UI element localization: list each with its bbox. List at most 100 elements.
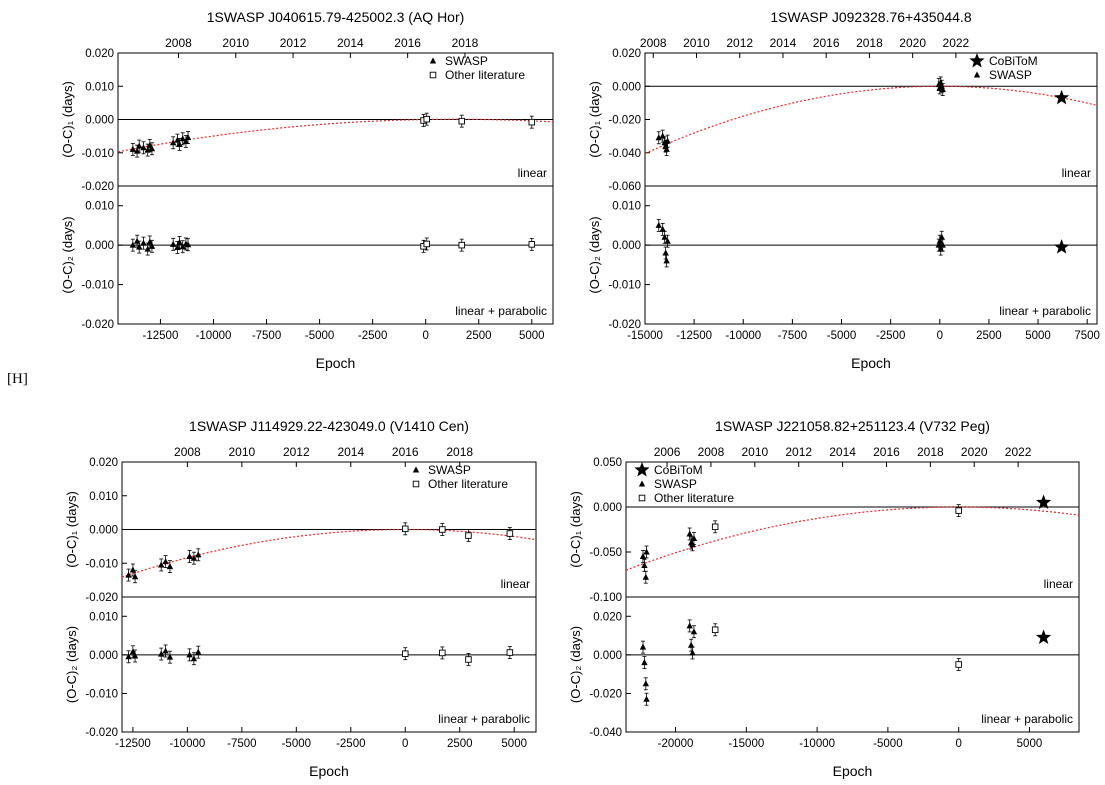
legend-label: Other literature: [445, 68, 525, 82]
top-year-label: 2014: [829, 445, 856, 459]
data-point-other-literature: [465, 656, 472, 663]
data-point-swasp: [664, 237, 671, 244]
y-tick-label: -0.010: [85, 688, 118, 700]
top-year-label: 2016: [394, 36, 421, 50]
y-tick-label: 0.020: [612, 48, 641, 60]
panel-frame: [644, 185, 1098, 325]
x-tick-label: -10000: [196, 330, 232, 342]
y-tick-label: -0.020: [85, 727, 118, 739]
data-point-swasp: [158, 650, 165, 657]
y-tick-label: -0.020: [608, 115, 641, 127]
y-tick-label: -0.020: [85, 592, 118, 604]
data-point-swasp: [140, 239, 147, 246]
top-year-label: 2022: [1005, 445, 1032, 459]
y-tick-label: -0.010: [81, 280, 114, 292]
data-point-swasp: [690, 628, 698, 635]
data-point-swasp: [131, 652, 139, 659]
top-year-label: 2010: [683, 36, 710, 50]
data-point-swasp: [659, 225, 666, 232]
y-tick-label: 0.050: [593, 457, 622, 469]
y-tick-label: 0.020: [593, 611, 622, 623]
data-point-swasp: [186, 651, 193, 658]
data-point-other-literature: [402, 525, 409, 533]
y-tick-label: 0.010: [85, 81, 114, 93]
bottom-panel: -0.020 -0.010 0.000 0.010 (O-C)₂ (days) linea…: [587, 185, 1098, 331]
data-point-swasp: [938, 233, 945, 240]
data-point-other-literature: [711, 523, 719, 531]
data-point-swasp: [174, 136, 181, 143]
bottom-panel: -0.020 -0.010 0.000 0.010 (O-C)₂ (days) linea…: [64, 596, 537, 739]
data-point-swasp: [162, 558, 169, 565]
data-point-swasp: [186, 553, 193, 559]
top-year-label: 2012: [726, 36, 753, 50]
y-tick-label: 0.020: [85, 48, 114, 60]
panel-label: linear: [1062, 166, 1091, 180]
data-point-swasp: [148, 242, 156, 249]
x-tick-label: -5000: [827, 330, 856, 342]
top-year-label: 2014: [770, 36, 797, 50]
y-tick-label: -0.040: [608, 148, 641, 160]
data-point-swasp: [686, 530, 693, 537]
panel-label: linear + parabolic: [455, 304, 547, 318]
chart-title: 1SWASP J114929.22-423049.0 (V1410 Cen): [189, 418, 469, 434]
x-tick-label: -7500: [778, 330, 807, 342]
data-point-other-literature: [423, 115, 430, 123]
y-tick-label: -0.020: [589, 688, 622, 700]
x-tick-label: 5000: [501, 738, 527, 750]
top-panel: -0.020 -0.010 0.000 0.010 0.020 (O-C)₁ (days)…: [64, 457, 537, 604]
data-point-swasp: [146, 238, 154, 245]
y-tick-label: 0.000: [85, 240, 114, 252]
top-year-label: 2010: [741, 445, 768, 459]
data-point-swasp: [166, 653, 174, 660]
x-tick-label: 2500: [976, 330, 1002, 342]
y-tick-label: -0.020: [81, 319, 114, 331]
data-point-other-literature: [711, 626, 719, 634]
data-point-swasp: [190, 554, 198, 561]
x-tick-label: -2500: [876, 330, 905, 342]
legend-label: CoBiToM: [989, 54, 1038, 68]
top-year-label: 2020: [899, 36, 926, 50]
panel-label: linear: [518, 166, 547, 180]
data-point-swasp: [939, 86, 946, 93]
data-point-swasp: [133, 237, 141, 244]
bracket-label: [H]: [7, 371, 28, 387]
top-year-label: 2016: [813, 36, 840, 50]
data-point-other-literature: [458, 117, 466, 125]
data-point-swasp: [195, 648, 202, 655]
x-tick-label: -7500: [227, 738, 256, 750]
top-year-label: 2014: [337, 36, 364, 50]
legend-label: CoBiToM: [654, 463, 703, 477]
data-point-swasp: [687, 641, 695, 648]
legend-symbol-star: [969, 53, 985, 68]
data-point-swasp: [136, 243, 143, 250]
data-point-swasp: [641, 562, 648, 568]
data-point-swasp: [643, 548, 650, 555]
y-tick-label: 0.000: [593, 502, 622, 514]
x-tick-label: 5000: [1017, 738, 1043, 750]
top-year-label: 2014: [337, 445, 364, 459]
top-year-label: 2018: [917, 445, 944, 459]
x-tick-label: -10000: [725, 330, 761, 342]
top-year-label: 2012: [785, 445, 812, 459]
chart-v732-peg: 1SWASP J221058.82+251123.4 (V732 Peg) 200…: [568, 418, 1080, 779]
y-tick-label: -0.050: [589, 547, 622, 559]
data-point-other-literature: [439, 526, 446, 533]
x-tick-label: -2500: [358, 330, 387, 342]
panel-label: linear: [1044, 577, 1073, 591]
legend-symbol-triangle: [973, 71, 981, 78]
data-point-swasp: [195, 551, 202, 558]
data-point-swasp: [176, 140, 183, 147]
panel-frame: [117, 185, 554, 325]
top-year-label: 2020: [961, 445, 988, 459]
data-point-swasp: [169, 240, 177, 247]
top-year-label: 2010: [228, 445, 255, 459]
data-point-swasp: [140, 144, 147, 151]
legend-label: Other literature: [428, 477, 508, 491]
fit-curve: [117, 118, 554, 153]
data-point-swasp: [643, 695, 650, 702]
y-tick-label: -0.060: [608, 181, 641, 193]
data-point-other-literature: [458, 241, 466, 249]
x-tick-label: -12500: [115, 738, 151, 750]
